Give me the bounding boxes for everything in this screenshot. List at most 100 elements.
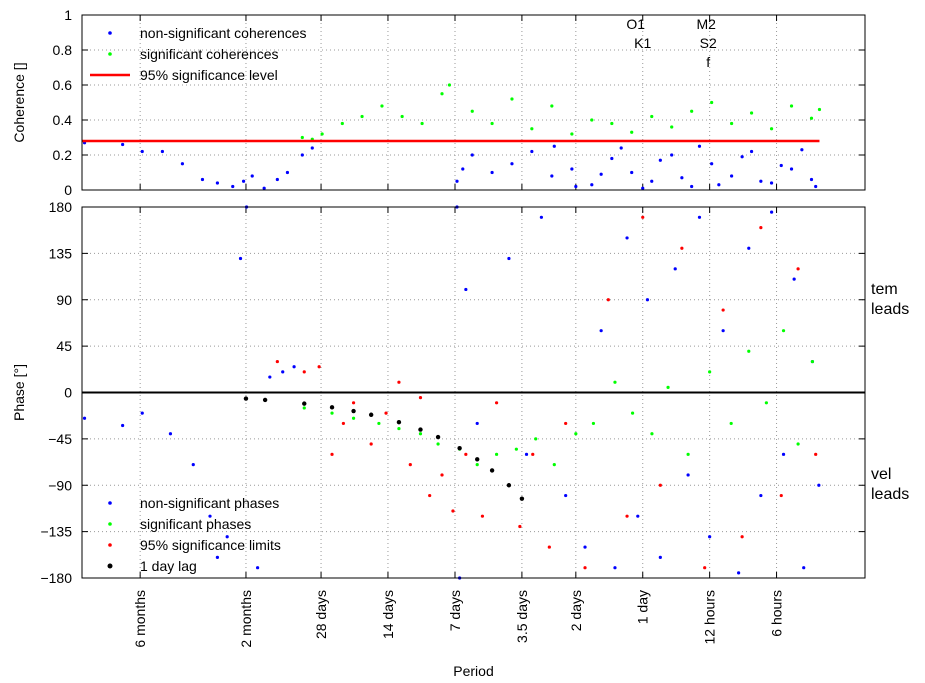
data-point bbox=[690, 184, 694, 189]
data-point bbox=[250, 174, 254, 178]
data-point bbox=[599, 329, 603, 333]
data-point bbox=[599, 172, 603, 176]
data-point bbox=[480, 514, 485, 518]
data-point bbox=[507, 256, 511, 261]
data-point bbox=[564, 493, 568, 498]
y-tick-label: 180 bbox=[49, 199, 73, 215]
data-point bbox=[140, 149, 144, 154]
data-point bbox=[650, 179, 654, 183]
data-point bbox=[779, 493, 783, 498]
x-tick-label: 6 hours bbox=[769, 590, 785, 637]
data-point bbox=[400, 114, 404, 119]
data-point bbox=[686, 473, 690, 477]
data-point bbox=[82, 416, 87, 420]
data-point bbox=[680, 176, 684, 180]
data-point bbox=[789, 104, 794, 108]
legend-swatch bbox=[108, 501, 112, 505]
data-point bbox=[489, 468, 495, 473]
data-point bbox=[208, 514, 212, 518]
y-tick-label: 1 bbox=[64, 7, 72, 23]
x-tick-label: 28 days bbox=[313, 590, 329, 639]
data-point bbox=[255, 566, 260, 570]
data-point bbox=[464, 287, 468, 292]
data-point bbox=[241, 179, 246, 183]
data-point bbox=[440, 92, 444, 96]
data-point bbox=[490, 170, 494, 175]
x-tick-label: 7 days bbox=[447, 590, 463, 631]
y-tick-label: −135 bbox=[40, 524, 72, 540]
data-point bbox=[810, 359, 815, 364]
data-point bbox=[721, 308, 725, 312]
annotation: K1 bbox=[634, 35, 651, 51]
data-point bbox=[418, 396, 423, 400]
side-note: tem leads bbox=[871, 280, 910, 318]
data-point bbox=[759, 226, 763, 230]
data-point bbox=[140, 411, 144, 415]
data-point bbox=[530, 149, 534, 154]
data-point bbox=[666, 385, 670, 389]
data-point bbox=[570, 167, 574, 171]
data-point bbox=[703, 566, 707, 570]
data-point bbox=[475, 457, 480, 462]
data-point bbox=[814, 452, 818, 456]
data-point bbox=[792, 277, 796, 281]
data-point bbox=[697, 215, 702, 219]
x-tick-label: 2 months bbox=[238, 590, 254, 648]
data-point bbox=[302, 370, 306, 374]
data-point bbox=[610, 121, 614, 126]
data-point bbox=[510, 97, 514, 101]
data-point bbox=[670, 125, 674, 129]
y-tick-label: 0.2 bbox=[53, 147, 73, 163]
data-point bbox=[802, 566, 806, 570]
data-point bbox=[619, 146, 623, 150]
data-point bbox=[200, 177, 205, 182]
data-point bbox=[606, 298, 610, 302]
data-point bbox=[686, 452, 690, 456]
data-point bbox=[645, 298, 650, 302]
data-point bbox=[817, 483, 821, 487]
data-point bbox=[377, 421, 381, 426]
data-point bbox=[708, 370, 712, 374]
legend-swatch bbox=[107, 563, 113, 569]
plot-frame bbox=[81, 14, 866, 191]
data-point bbox=[514, 447, 518, 451]
data-point bbox=[506, 483, 512, 488]
y-axis-label: Coherence [] bbox=[11, 62, 27, 142]
data-point bbox=[625, 236, 629, 240]
data-point bbox=[796, 442, 800, 446]
data-point bbox=[534, 437, 538, 441]
data-point bbox=[658, 555, 662, 559]
legend-swatch bbox=[108, 522, 112, 526]
data-point bbox=[225, 535, 229, 539]
data-point bbox=[574, 184, 578, 189]
data-point bbox=[397, 426, 401, 431]
y-tick-label: −180 bbox=[40, 570, 72, 586]
data-point bbox=[749, 149, 754, 154]
y-tick-label: −45 bbox=[48, 431, 72, 447]
data-point bbox=[759, 179, 763, 183]
data-point bbox=[591, 421, 596, 426]
data-point bbox=[121, 142, 125, 147]
data-point bbox=[436, 442, 440, 446]
legend-label: significant coherences bbox=[140, 46, 279, 62]
data-point bbox=[461, 167, 465, 171]
data-point bbox=[470, 153, 474, 157]
data-point bbox=[191, 463, 195, 467]
legend-label: 95% significance limits bbox=[140, 537, 281, 553]
data-point bbox=[583, 566, 587, 570]
data-point bbox=[281, 370, 285, 374]
data-point bbox=[552, 144, 556, 148]
data-point bbox=[451, 509, 455, 513]
y-tick-label: 0.8 bbox=[53, 42, 73, 58]
data-point bbox=[590, 118, 594, 122]
data-point bbox=[729, 421, 733, 426]
data-point bbox=[531, 452, 535, 456]
annotation: O1 bbox=[626, 16, 645, 32]
data-point bbox=[519, 496, 525, 501]
data-point bbox=[650, 114, 654, 119]
data-point bbox=[397, 380, 401, 384]
legend-swatch bbox=[108, 52, 112, 56]
data-point bbox=[238, 256, 243, 261]
legend-label: significant phases bbox=[140, 516, 251, 532]
